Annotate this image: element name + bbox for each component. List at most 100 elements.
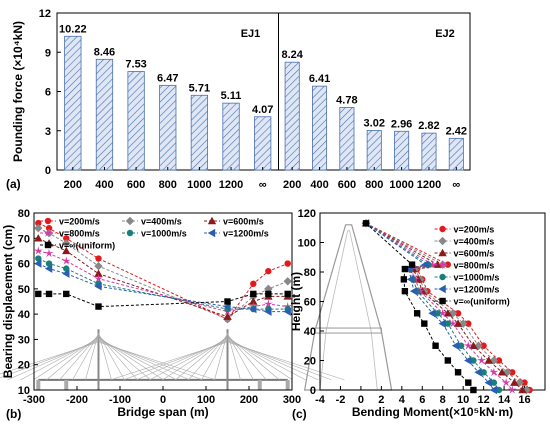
data-point: [45, 224, 53, 232]
x-axis-label: Bending Moment(×10⁵kN·m): [352, 405, 513, 419]
data-point: [484, 356, 493, 364]
series: [362, 220, 533, 394]
legend-label: v=1200m/s: [223, 229, 269, 239]
data-point: [62, 239, 71, 248]
data-point: [454, 369, 462, 376]
bar-value-label: 5.11: [221, 90, 242, 102]
x-tick-label: 1000: [187, 179, 211, 191]
bar-value-label: 8.46: [94, 46, 115, 58]
data-point: [250, 290, 257, 298]
data-point: [63, 265, 70, 272]
data-point: [470, 357, 477, 364]
series-line: [365, 222, 513, 391]
series-line: [365, 222, 527, 391]
x-tick-label: 1200: [219, 179, 243, 191]
group-label-ej1: EJ1: [241, 28, 261, 40]
data-point: [432, 342, 439, 349]
series-line: [38, 250, 288, 313]
data-point: [464, 356, 472, 365]
series: [35, 290, 291, 310]
bar: [64, 35, 82, 171]
data-point: [94, 274, 103, 283]
y-tick-label: 60: [304, 297, 316, 309]
data-point: [495, 386, 503, 394]
bar-value-label: 7.53: [125, 58, 146, 70]
x-tick-label: 300: [283, 394, 301, 406]
bar-value-label: 4.07: [252, 104, 273, 116]
legend-marker: [207, 216, 217, 225]
data-point: [469, 341, 478, 349]
series-line: [365, 222, 531, 391]
panel-label: (a): [6, 177, 21, 191]
x-tick-label: -200: [66, 394, 88, 406]
data-point: [35, 219, 42, 227]
data-point: [480, 369, 487, 376]
data-point: [518, 385, 527, 394]
x-tick-label: 600: [127, 179, 145, 191]
legend-marker: [439, 297, 446, 305]
x-tick-label: -2: [336, 394, 346, 406]
x-tick-label: -4: [315, 394, 326, 406]
bar-value-label: 5.71: [189, 82, 210, 94]
pier: [64, 379, 69, 390]
data-point: [34, 259, 42, 268]
x-tick-label: 4: [399, 394, 406, 406]
y-tick-label: 6: [45, 87, 51, 99]
x-tick-label: -300: [23, 394, 45, 406]
x-tick-label: 1200: [417, 179, 441, 191]
data-point: [428, 309, 436, 318]
data-point: [284, 260, 291, 267]
x-tick-label: 100: [197, 394, 215, 406]
legend-marker: [44, 241, 52, 249]
data-point: [224, 298, 231, 305]
data-point: [501, 377, 511, 387]
bar-value-label: 2.82: [418, 120, 439, 132]
legend-marker: [439, 273, 446, 281]
y-tick-label: 40: [18, 309, 30, 321]
series: [34, 259, 291, 316]
data-point: [413, 310, 421, 317]
data-point: [444, 357, 452, 364]
legend-label: v=∞(uniform): [59, 241, 115, 251]
stay-cable: [123, 340, 228, 381]
pier: [257, 379, 262, 390]
x-tick-label: 600: [338, 179, 356, 191]
bar: [127, 71, 145, 171]
x-tick-label: 14: [498, 394, 511, 406]
legend-label: v=∞(uniform): [454, 297, 510, 307]
y-tick-label: 40: [304, 326, 316, 338]
legend-label: v=1000m/s: [454, 273, 500, 283]
bar: [190, 94, 209, 171]
data-point: [362, 220, 370, 227]
data-point: [94, 282, 102, 291]
data-point: [263, 299, 273, 308]
legend-marker: [207, 228, 216, 238]
legend: v=200m/s v=400m/s v=600m/s v=800m/s v=1000m/…: [40, 217, 269, 251]
bridge-silhouette: [0, 329, 345, 390]
bar: [95, 58, 114, 171]
data-point: [33, 246, 43, 255]
y-tick-label: 20: [18, 360, 30, 372]
data-point: [63, 235, 70, 242]
legend-label: v=200m/s: [454, 225, 495, 235]
x-tick-label: 8: [440, 394, 446, 406]
data-point: [495, 357, 503, 364]
bar-value-label: 3.02: [364, 117, 385, 129]
bar-value-label: 2.96: [391, 118, 412, 130]
data-point: [283, 307, 291, 316]
legend-marker: [44, 217, 52, 225]
bar: [366, 130, 382, 171]
data-point: [401, 287, 409, 295]
y-tick-label: 50: [18, 284, 30, 296]
y-axis-label: Pounding force (×10⁴kN): [11, 21, 25, 162]
y-tick-label: 0: [45, 165, 51, 177]
legend-marker: [125, 216, 135, 226]
panel-a-bar-chart: 0 3 6 9 12 Pounding force (×10⁴kN) EJ1 10.22 200…: [6, 8, 471, 191]
data-point: [497, 368, 507, 376]
data-point: [249, 297, 258, 305]
data-point: [443, 309, 453, 317]
data-point: [454, 310, 462, 317]
data-point: [61, 256, 71, 265]
